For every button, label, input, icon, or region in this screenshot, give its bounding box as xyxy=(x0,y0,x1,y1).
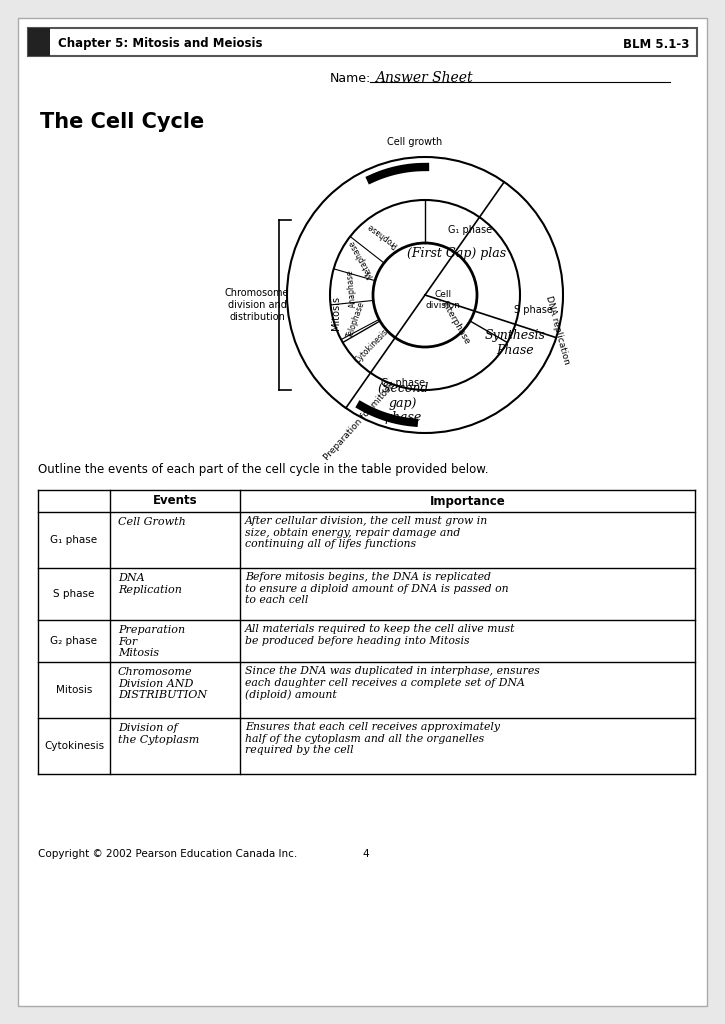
Text: Events: Events xyxy=(153,495,197,508)
Text: Interphase: Interphase xyxy=(439,300,471,346)
Text: G₁ phase: G₁ phase xyxy=(448,225,492,234)
Text: G₂ phase: G₂ phase xyxy=(51,636,97,646)
Text: Anaphase: Anaphase xyxy=(346,269,358,308)
Bar xyxy=(28,28,697,56)
Text: Chromosome
Division AND
DISTRIBUTION: Chromosome Division AND DISTRIBUTION xyxy=(118,667,207,700)
Text: Answer Sheet: Answer Sheet xyxy=(375,71,473,85)
Text: (Second
gap)
phase: (Second gap) phase xyxy=(377,382,428,425)
Text: All materials required to keep the cell alive must
be produced before heading in: All materials required to keep the cell … xyxy=(245,624,515,645)
Text: Cell
division: Cell division xyxy=(426,290,460,309)
Text: Cytokinesis: Cytokinesis xyxy=(354,327,391,365)
Text: Before mitosis begins, the DNA is replicated
to ensure a diploid amount of DNA i: Before mitosis begins, the DNA is replic… xyxy=(245,572,509,605)
Text: Synthesis
Phase: Synthesis Phase xyxy=(484,329,545,357)
Text: Outline the events of each part of the cell cycle in the table provided below.: Outline the events of each part of the c… xyxy=(38,463,489,476)
Text: Cytokinesis: Cytokinesis xyxy=(44,741,104,751)
Text: After cellular division, the cell must grow in
size, obtain energy, repair damag: After cellular division, the cell must g… xyxy=(245,516,488,549)
Bar xyxy=(28,28,50,56)
Text: Chromosome
division and
distribution: Chromosome division and distribution xyxy=(225,289,289,322)
Text: S phase: S phase xyxy=(513,305,552,315)
Text: The Cell Cycle: The Cell Cycle xyxy=(40,112,204,132)
Text: DNA
Replication: DNA Replication xyxy=(118,573,182,595)
Text: Mitosis: Mitosis xyxy=(331,296,341,330)
Text: Importance: Importance xyxy=(430,495,505,508)
Text: Chapter 5: Mitosis and Meiosis: Chapter 5: Mitosis and Meiosis xyxy=(58,38,262,50)
Text: Metaphase: Metaphase xyxy=(347,239,376,280)
Text: Name:: Name: xyxy=(330,72,371,85)
Text: Mitosis: Mitosis xyxy=(56,685,92,695)
Text: Ensures that each cell receives approximately
half of the cytoplasm and all the : Ensures that each cell receives approxim… xyxy=(245,722,500,756)
Text: (First Gap) plas: (First Gap) plas xyxy=(407,247,507,259)
Text: Division of
the Cytoplasm: Division of the Cytoplasm xyxy=(118,723,199,744)
Text: Prophase: Prophase xyxy=(365,221,399,250)
Text: DNA replication: DNA replication xyxy=(544,295,571,366)
Text: BLM 5.1-3: BLM 5.1-3 xyxy=(623,38,689,50)
Text: Since the DNA was duplicated in interphase, ensures
each daughter cell receives : Since the DNA was duplicated in interpha… xyxy=(245,666,540,699)
Text: Preparation for mitosis: Preparation for mitosis xyxy=(322,380,398,462)
Text: Cell Growth: Cell Growth xyxy=(118,517,186,527)
Text: Copyright © 2002 Pearson Education Canada Inc.: Copyright © 2002 Pearson Education Canad… xyxy=(38,849,297,859)
Text: G₁ phase: G₁ phase xyxy=(51,535,98,545)
Text: Preparation
For
Mitosis: Preparation For Mitosis xyxy=(118,625,185,658)
Text: Cell growth: Cell growth xyxy=(387,137,443,147)
Text: Telophase: Telophase xyxy=(345,300,366,339)
Text: S phase: S phase xyxy=(54,589,95,599)
Text: G₂ phase: G₂ phase xyxy=(381,378,425,388)
FancyBboxPatch shape xyxy=(18,18,707,1006)
Text: 4: 4 xyxy=(362,849,368,859)
